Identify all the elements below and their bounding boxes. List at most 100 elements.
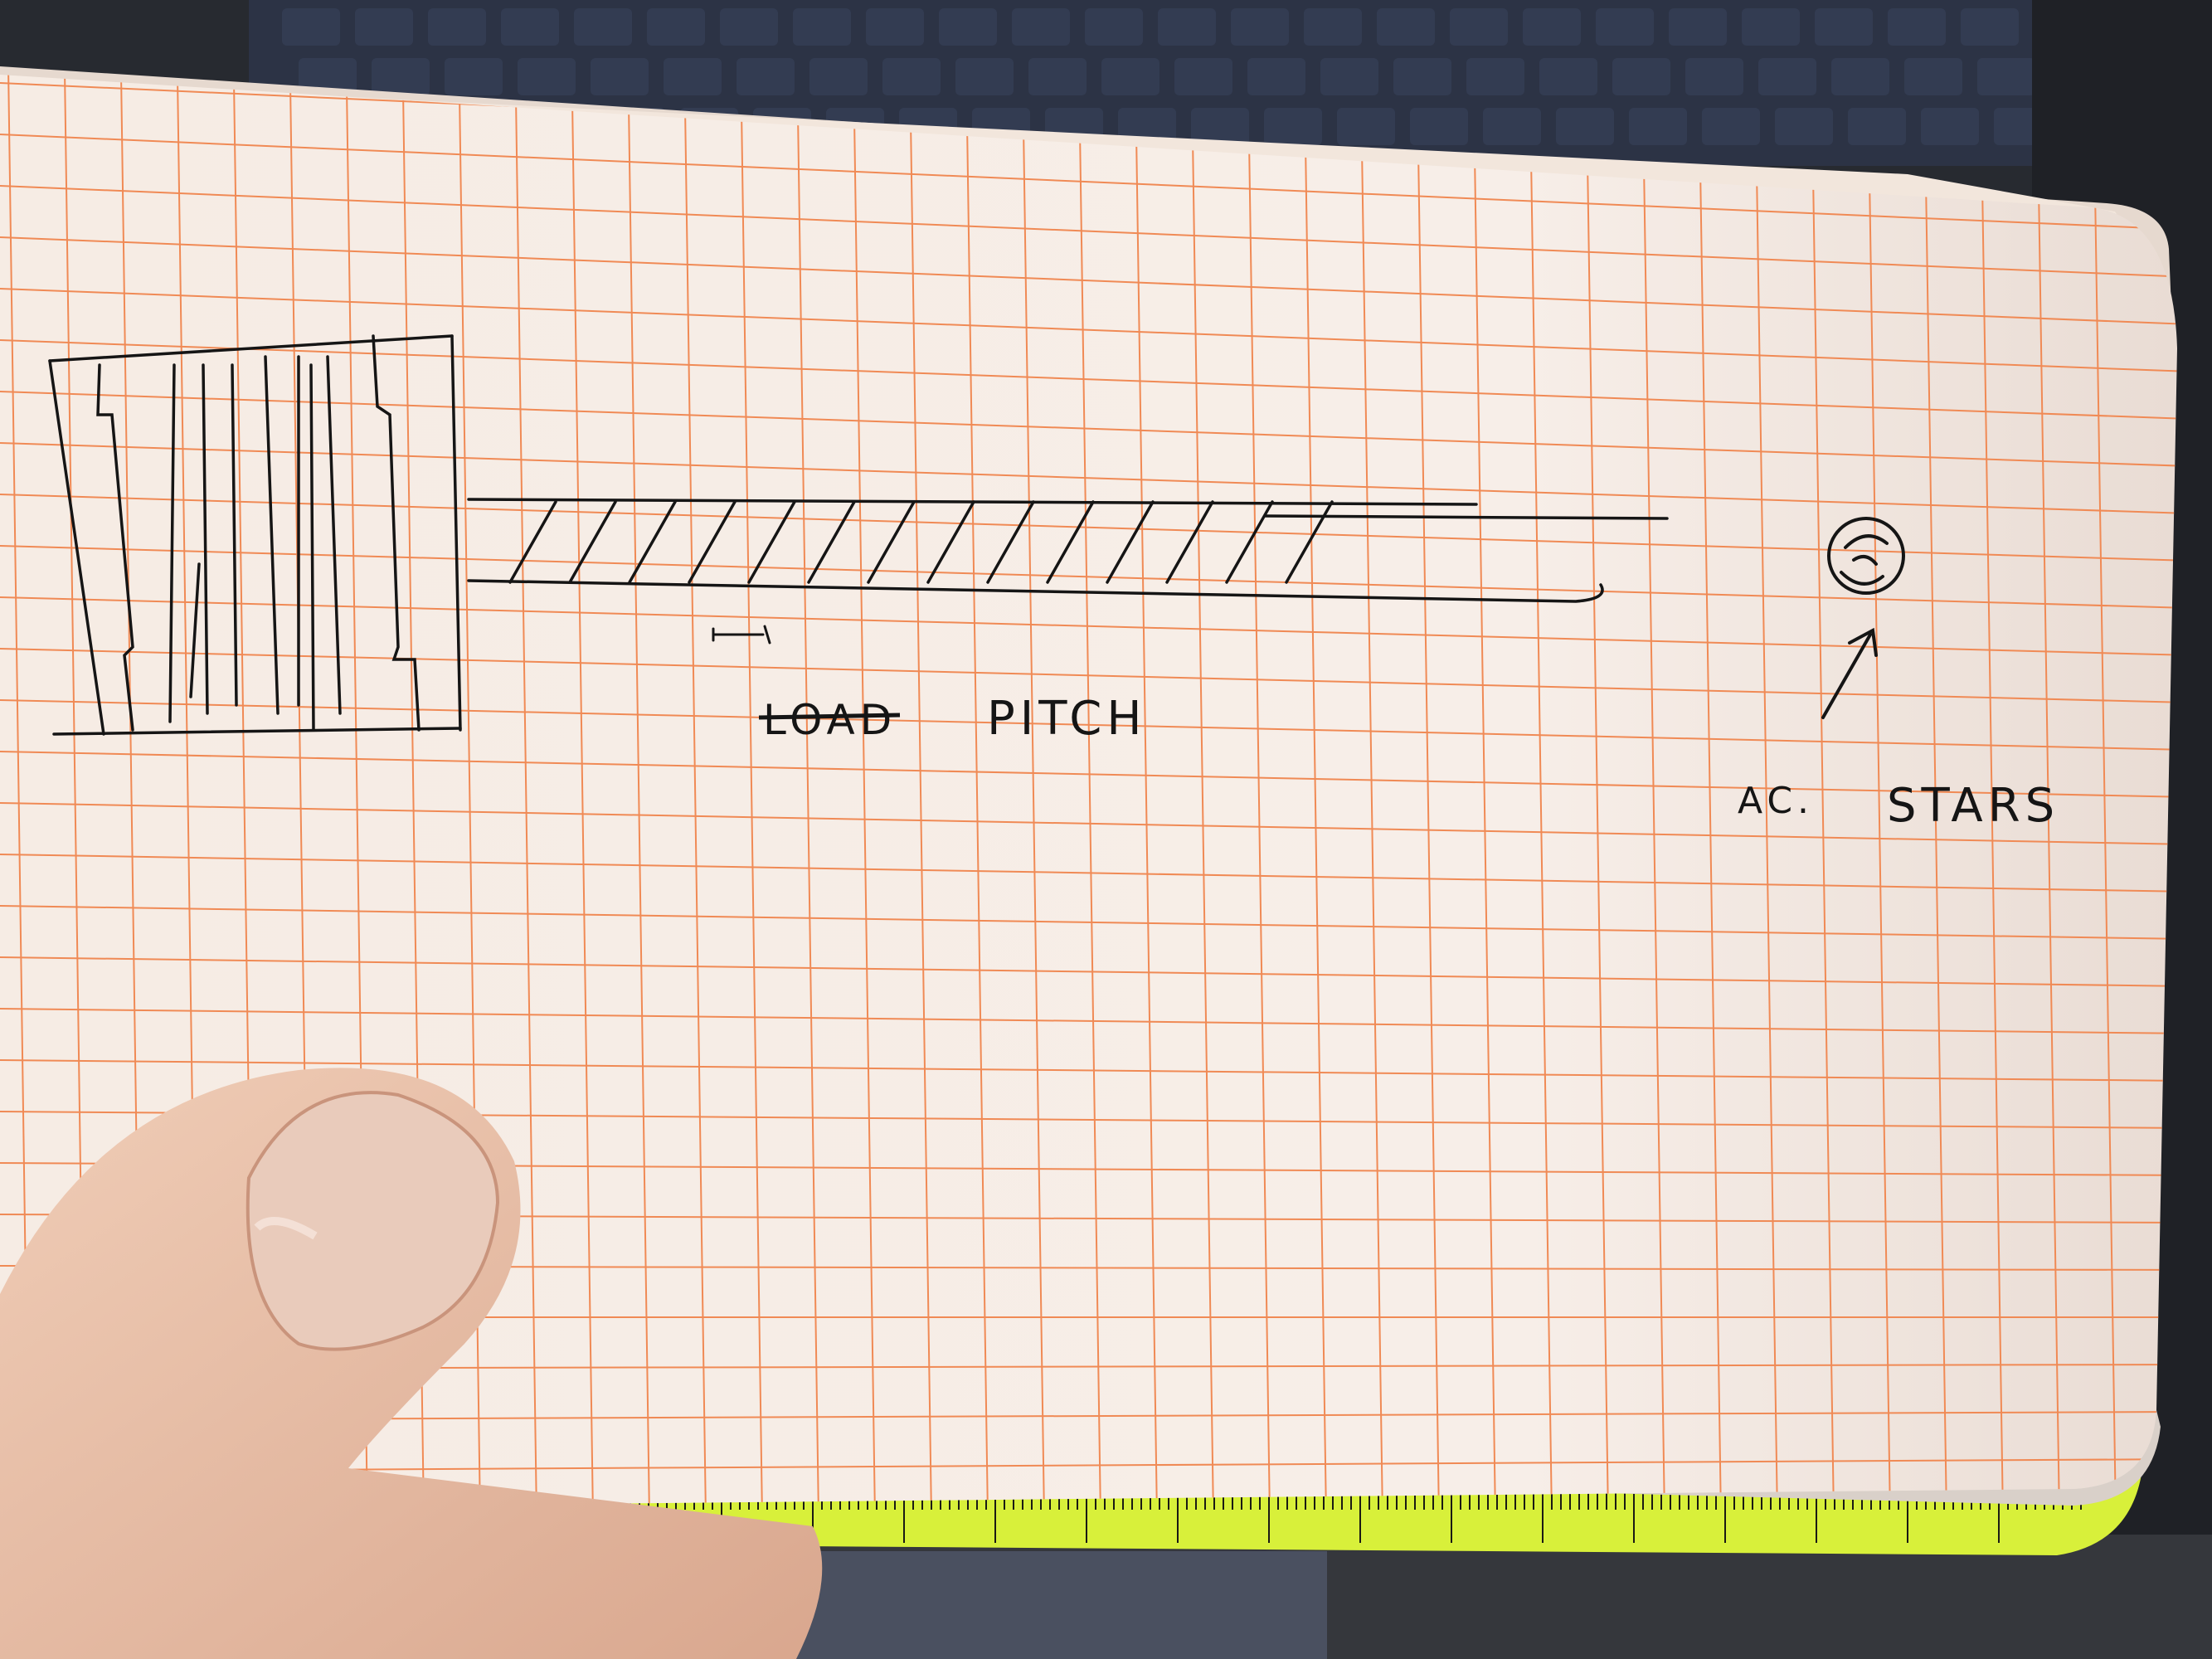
keyboard-key (501, 8, 559, 46)
grid-line-horizontal (0, 1008, 2177, 1034)
hatch-line (1165, 500, 1214, 584)
grid-line-vertical (1812, 172, 1835, 1510)
keyboard-key (1596, 8, 1654, 46)
grid-line-vertical (628, 102, 650, 1510)
keyboard-key (1247, 58, 1305, 95)
keyboard-key (1831, 58, 1889, 95)
keyboard-key (1742, 8, 1800, 46)
keyboard-key (1304, 8, 1362, 46)
grid-line-horizontal (0, 288, 2177, 372)
hatched-strip-sketch (467, 498, 1669, 645)
grid-line-vertical (1248, 139, 1271, 1510)
hatch-line (1285, 500, 1334, 584)
grid-line-horizontal (0, 185, 2177, 278)
keyboard-key (1191, 108, 1249, 145)
keyboard-key (1848, 108, 1906, 145)
keyboard-key (664, 58, 722, 95)
stars-label: STARS (1887, 779, 2059, 833)
keyboard-key (372, 58, 430, 95)
strike-through (758, 713, 901, 720)
keyboard-key (1410, 108, 1468, 145)
grid-line-horizontal (0, 545, 2177, 609)
keyboard-key (647, 8, 705, 46)
grid-line-vertical (966, 122, 989, 1510)
hatch-line (688, 500, 737, 584)
keyboard-key (1523, 8, 1581, 46)
keyboard-key (428, 8, 486, 46)
keyboard-key (809, 58, 868, 95)
keyboard-key (1612, 58, 1670, 95)
keyboard-key (1231, 8, 1289, 46)
grid-line-horizontal (0, 134, 2177, 231)
hatch-line (926, 500, 975, 584)
strip-hatch-lines (508, 500, 1334, 584)
keyboard-key (282, 8, 340, 46)
grid-line-vertical (571, 99, 594, 1510)
keyboard-key (1921, 108, 1979, 145)
keyboard-key (1977, 58, 2035, 95)
grid-line-vertical (1869, 175, 1891, 1510)
grid-line-vertical (853, 115, 876, 1510)
grid-line-horizontal (0, 1059, 2177, 1082)
grid-line-horizontal (0, 236, 2177, 325)
grid-line-horizontal (0, 391, 2177, 467)
keyboard-key (574, 8, 632, 46)
hatch-line (986, 500, 1035, 584)
keyboard-key (1012, 8, 1070, 46)
hatch-line (807, 500, 856, 584)
keyboard-key (1775, 108, 1833, 145)
hatch-line (1106, 500, 1155, 584)
keyboard-key (1085, 8, 1143, 46)
hatch-line (867, 500, 916, 584)
thumb (0, 1068, 823, 1659)
keyboard-key (299, 58, 357, 95)
abbrev-label: AC. (1738, 780, 1814, 822)
keyboard-key (1158, 8, 1216, 46)
keyboard-key (355, 8, 413, 46)
keyboard-key (720, 8, 778, 46)
hatch-line (1225, 500, 1274, 584)
keyboard-key (939, 8, 997, 46)
pointer-arrow (1821, 627, 1878, 719)
hatch-line (568, 500, 617, 584)
keyboard-key (1629, 108, 1687, 145)
keyboard-key (955, 58, 1014, 95)
keyboard-key (1450, 8, 1508, 46)
grid-line-vertical (1192, 135, 1214, 1510)
keyboard-key (882, 58, 941, 95)
grid-line-horizontal (0, 339, 2177, 420)
grid-line-vertical (1756, 168, 1778, 1510)
keyboard-key (1904, 58, 1962, 95)
struck-label: LOAD (763, 696, 897, 744)
grid-line-horizontal (0, 905, 2177, 940)
keyboard-key (1377, 8, 1435, 46)
grid-page (0, 75, 2177, 1510)
grid-line-horizontal (0, 1458, 2177, 1472)
hatch-line (508, 500, 557, 584)
keyboard-key (1483, 108, 1541, 145)
grid-line-vertical (1530, 155, 1553, 1510)
keyboard-key (1393, 58, 1451, 95)
keyboard-key (793, 8, 851, 46)
keyboard-key (1758, 58, 1816, 95)
keyboard-key (1815, 8, 1873, 46)
grid-line-vertical (515, 95, 537, 1510)
keyboard-key (1101, 58, 1159, 95)
grid-line-vertical (741, 109, 763, 1510)
grid-line-vertical (1643, 162, 1665, 1510)
grid-line-horizontal (0, 956, 2177, 987)
keyboard-key (1264, 108, 1322, 145)
grid-line-horizontal (0, 494, 2177, 562)
grid-line-horizontal (0, 648, 2177, 703)
grid-line-horizontal (0, 802, 2177, 845)
grid-line-vertical (797, 112, 819, 1510)
grid-line-horizontal (0, 596, 2177, 656)
hatched-box-sketch (48, 334, 462, 736)
star-cluster-sketch (1827, 517, 1905, 595)
grid-line-vertical (1981, 182, 2004, 1510)
grid-line-vertical (1417, 148, 1440, 1510)
keyboard-key (1028, 58, 1087, 95)
grid-line-vertical (1474, 152, 1496, 1510)
keyboard-key (866, 8, 924, 46)
